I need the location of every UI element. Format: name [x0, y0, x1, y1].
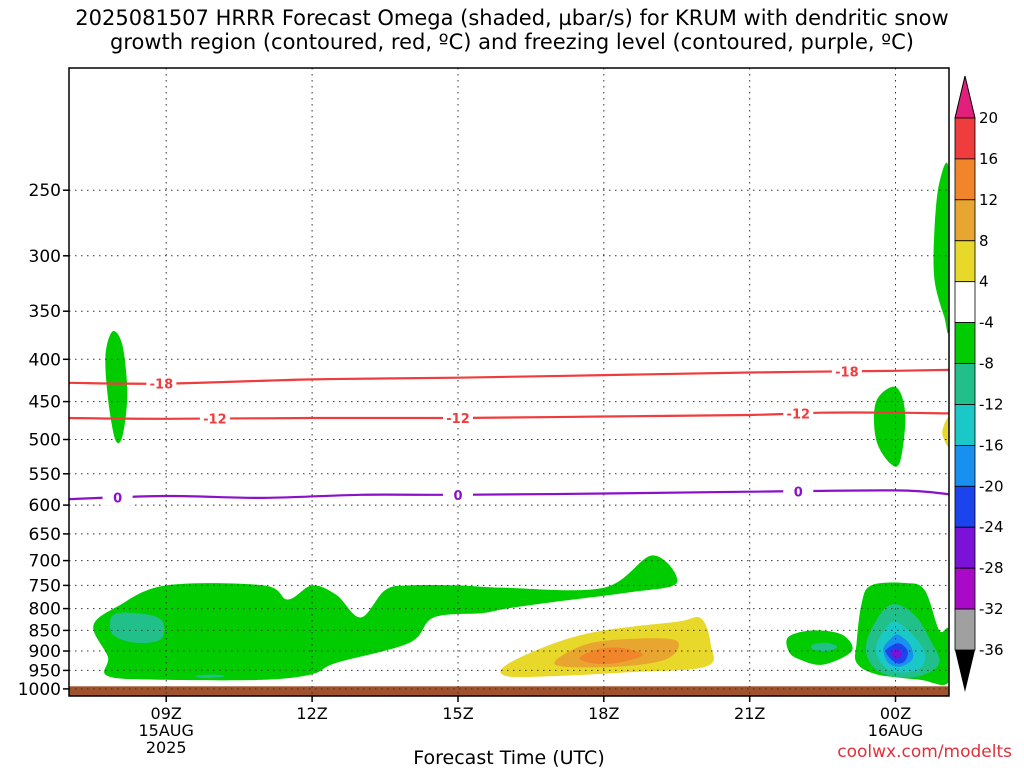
contour-label-bg — [443, 410, 473, 426]
y-tick-label: 900 — [29, 642, 61, 662]
x-axis-label: Forecast Time (UTC) — [413, 747, 604, 768]
contour-label: -18 — [835, 365, 859, 380]
y-tick-label: 350 — [29, 302, 61, 322]
colorbar-bin — [954, 322, 976, 364]
omega-region — [942, 417, 949, 447]
contour-label: 0 — [794, 485, 803, 500]
colorbar-bin — [954, 567, 976, 610]
contour-label: -18 — [150, 378, 174, 393]
y-tick-label: 250 — [29, 181, 61, 201]
credit-text: coolwx.com/modelts — [837, 742, 1012, 762]
omega-region — [579, 647, 643, 665]
x-tick-label: 15Z — [442, 704, 473, 723]
contour-label: -12 — [203, 413, 227, 428]
omega-region — [933, 162, 949, 334]
y-tick-label: 800 — [29, 600, 61, 620]
omega-region — [891, 649, 902, 659]
colorbar-bottom-arrow — [955, 650, 975, 692]
colorbar-label: 4 — [979, 273, 989, 291]
x-tick-label: 12Z — [296, 704, 327, 723]
x-tick-label: 00Z — [880, 704, 911, 723]
y-tick-label: 450 — [29, 393, 61, 413]
y-tick-label: 1000 — [18, 680, 61, 700]
colorbar-label: -4 — [979, 314, 994, 332]
y-tick-label: 700 — [29, 552, 61, 572]
contour-label-bg — [443, 486, 473, 503]
y-tick-label: 400 — [29, 350, 61, 370]
colorbar-bin — [954, 117, 976, 160]
x-tick-label: 16AUG — [868, 721, 923, 740]
colorbar-bin — [954, 608, 976, 651]
contour-label-bg — [831, 363, 862, 380]
omega-region — [109, 612, 165, 644]
y-tick-label: 950 — [29, 661, 61, 681]
contour-line — [69, 368, 949, 385]
chart-title: 2025081507 HRRR Forecast Omega (shaded, … — [75, 6, 949, 54]
colorbar-label: 12 — [979, 191, 998, 209]
contour-label-bg — [783, 483, 814, 500]
x-tick-label: 09Z — [151, 704, 182, 723]
omega-shading-layer — [93, 162, 949, 685]
contour-label-bg — [199, 410, 230, 427]
contour-label: -12 — [446, 412, 470, 427]
colorbar-label: 16 — [979, 150, 998, 168]
y-tick-label: 550 — [29, 465, 61, 485]
y-tick-label: 300 — [29, 247, 61, 267]
omega-region — [93, 555, 678, 681]
contour-label: 0 — [453, 489, 462, 504]
y-tick-label: 750 — [29, 576, 61, 596]
contour-label-bg — [783, 405, 814, 422]
y-tick-label: 650 — [29, 525, 61, 545]
x-tick-label: 21Z — [734, 704, 765, 723]
contour-layer: -18 -18 -12 -12 -12 0 0 0 — [69, 363, 949, 507]
colorbar-label: -24 — [979, 518, 1004, 536]
contour-label-bg — [102, 489, 133, 506]
colorbar-bin — [954, 363, 976, 405]
colorbar-bin — [954, 485, 976, 528]
contour-label: -12 — [787, 407, 811, 422]
colorbar-label: -16 — [979, 436, 1004, 454]
y-tick-label: 850 — [29, 621, 61, 641]
contour-label-bg — [146, 375, 177, 392]
omega-region — [873, 386, 906, 467]
terrain — [69, 686, 949, 696]
contour-line — [69, 489, 949, 501]
colorbar-bin — [954, 199, 976, 242]
colorbar-label: -12 — [979, 396, 1004, 414]
pressure-axis: 2503003504004505005506006507007508008509… — [18, 181, 69, 700]
colorbar-bin — [954, 526, 976, 569]
colorbar-label: -32 — [979, 600, 1004, 618]
colorbar-label: -28 — [979, 559, 1004, 577]
omega-region — [105, 330, 128, 444]
colorbar-bin — [954, 444, 976, 487]
gridlines — [69, 68, 949, 696]
colorbar-bin — [954, 240, 976, 283]
omega-region — [811, 642, 838, 652]
contour-label: 0 — [113, 492, 122, 507]
colorbar-label: 8 — [979, 232, 989, 250]
y-tick-label: 600 — [29, 496, 61, 516]
colorbar-label: 20 — [979, 109, 998, 127]
colorbar-bin — [954, 158, 976, 201]
plot-frame — [68, 67, 950, 697]
colorbar-label: -36 — [979, 641, 1004, 659]
x-tick-label: 2025 — [146, 738, 187, 757]
omega-region — [195, 674, 225, 678]
colorbar-label: -20 — [979, 477, 1004, 495]
colorbar-bin — [954, 281, 976, 324]
colorbar-label: -8 — [979, 355, 994, 373]
x-tick-label: 18Z — [588, 704, 619, 723]
x-tick-label: 15AUG — [138, 721, 193, 740]
colorbar: 20 16 12 8 4 -4 -8 -12 -16 -20 -24 -28 -32 -36 — [954, 75, 1004, 692]
colorbar-bin — [954, 404, 976, 446]
terrain-layer — [69, 686, 949, 696]
y-tick-label: 500 — [29, 431, 61, 451]
colorbar-top-arrow — [954, 75, 976, 119]
